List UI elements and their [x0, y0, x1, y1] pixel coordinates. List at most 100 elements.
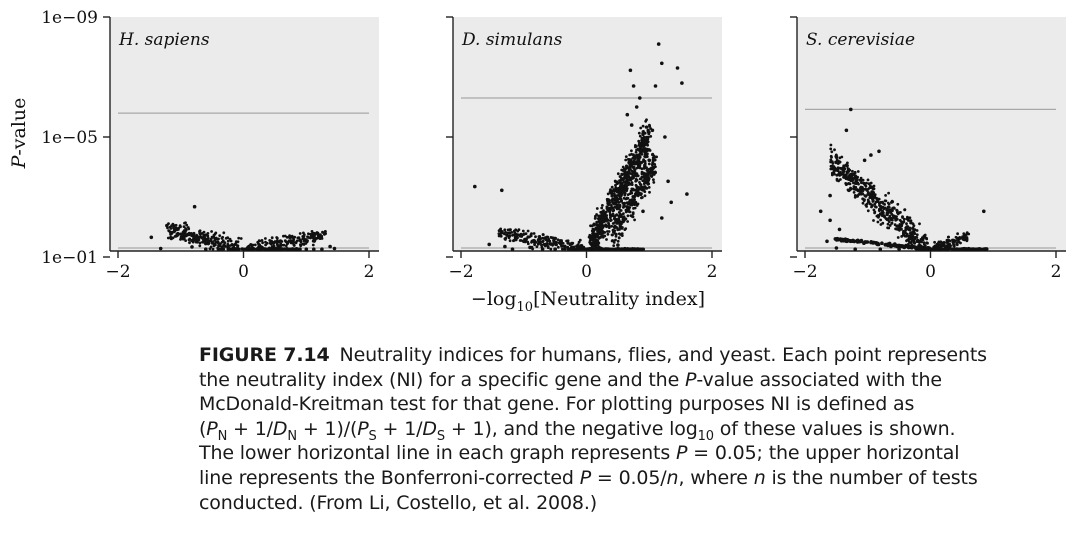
- scatter-point: [186, 226, 190, 229]
- scatter-point: [591, 241, 595, 245]
- scatter-point: [173, 234, 177, 238]
- scatter-point: [872, 219, 875, 222]
- scatter-point: [592, 232, 596, 235]
- scatter-point: [287, 239, 291, 243]
- scatter-point: [313, 233, 317, 237]
- scatter-point: [635, 185, 639, 189]
- scatter-point: [645, 149, 649, 153]
- scatter-point: [915, 233, 919, 237]
- scatter-point: [578, 238, 582, 242]
- scatter-point: [645, 155, 649, 159]
- scatter-point: [890, 212, 894, 216]
- scatter-point: [593, 223, 596, 227]
- scatter-point: [653, 156, 656, 159]
- scatter-point: [622, 215, 626, 219]
- scatter-point: [849, 186, 852, 190]
- scatter-point: [541, 240, 545, 244]
- scatter-point: [642, 167, 646, 170]
- scatter-point: [896, 211, 899, 215]
- scatter-point: [886, 212, 889, 216]
- scatter-point: [261, 241, 264, 245]
- scatter-point: [226, 239, 230, 243]
- scatter-point: [537, 242, 540, 246]
- scatter-point: [528, 245, 532, 250]
- scatter-point: [550, 236, 554, 240]
- scatter-point: [178, 224, 182, 228]
- scatter-point: [630, 247, 634, 251]
- scatter-point: [628, 159, 632, 163]
- scatter-point: [836, 159, 840, 163]
- scatter-point: [285, 235, 289, 239]
- scatter-point: [544, 243, 548, 247]
- scatter-point: [644, 119, 648, 123]
- scatter-point: [519, 232, 523, 236]
- scatter-point: [954, 235, 958, 239]
- scatter-point: [634, 154, 638, 158]
- scatter-point: [600, 221, 604, 225]
- scatter-point: [643, 194, 647, 198]
- scatter-point: [605, 225, 608, 229]
- scatter-point: [619, 175, 622, 179]
- scatter-point: [841, 172, 844, 176]
- scatter-point: [590, 238, 594, 242]
- scatter-point: [312, 247, 316, 251]
- scatter-point: [648, 190, 651, 194]
- scatter-point: [613, 197, 617, 200]
- scatter-point: [322, 231, 326, 235]
- scatter-point: [840, 167, 843, 171]
- scatter-point: [556, 245, 560, 249]
- scatter-point: [875, 214, 879, 218]
- scatter-point: [501, 230, 504, 233]
- scatter-point: [855, 239, 860, 244]
- scatter-point: [844, 128, 849, 133]
- scatter-point: [613, 229, 617, 233]
- scatter-point: [593, 217, 597, 220]
- scatter-point: [884, 242, 888, 247]
- scatter-point: [865, 202, 869, 206]
- scatter-point: [620, 184, 623, 188]
- scatter-point: [168, 230, 172, 234]
- scatter-point: [644, 135, 648, 139]
- scatter-point: [878, 247, 883, 251]
- scatter-point: [844, 164, 847, 167]
- caption-label: FIGURE 7.14: [199, 344, 330, 366]
- scatter-point: [200, 236, 204, 240]
- scatter-point: [192, 204, 197, 209]
- x-tick-label: −2: [105, 262, 130, 282]
- scatter-point: [556, 238, 560, 242]
- scatter-point: [533, 239, 537, 243]
- scatter-point: [895, 208, 899, 212]
- scatter-point: [830, 155, 833, 159]
- scatter-point: [912, 224, 916, 228]
- scatter-point: [607, 221, 610, 225]
- scatter-point: [835, 177, 839, 181]
- scatter-point: [624, 217, 628, 221]
- scatter-point: [549, 247, 553, 251]
- scatter-point: [626, 214, 630, 218]
- scatter-point: [234, 243, 238, 247]
- scatter-point: [879, 223, 883, 226]
- scatter-point: [637, 131, 641, 135]
- scatter-point: [876, 241, 880, 246]
- scatter-point: [963, 247, 967, 251]
- scatter-point: [165, 223, 169, 228]
- scatter-point: [595, 213, 598, 216]
- scatter-point: [846, 182, 849, 186]
- scatter-point: [198, 229, 202, 233]
- scatter-point: [911, 230, 915, 234]
- scatter-point: [883, 199, 887, 203]
- scatter-point: [847, 167, 850, 171]
- scatter-point: [890, 221, 894, 225]
- scatter-point: [629, 123, 634, 127]
- scatter-point: [229, 239, 233, 243]
- scatter-point: [595, 220, 599, 224]
- scatter-point: [849, 173, 853, 177]
- scatter-point: [854, 182, 858, 186]
- scatter-point: [214, 231, 218, 235]
- scatter-point: [541, 236, 544, 240]
- scatter-point: [636, 189, 640, 193]
- scatter-point: [611, 209, 615, 213]
- scatter-point: [905, 232, 909, 236]
- scatter-point: [634, 150, 638, 154]
- point-cloud: [149, 204, 337, 251]
